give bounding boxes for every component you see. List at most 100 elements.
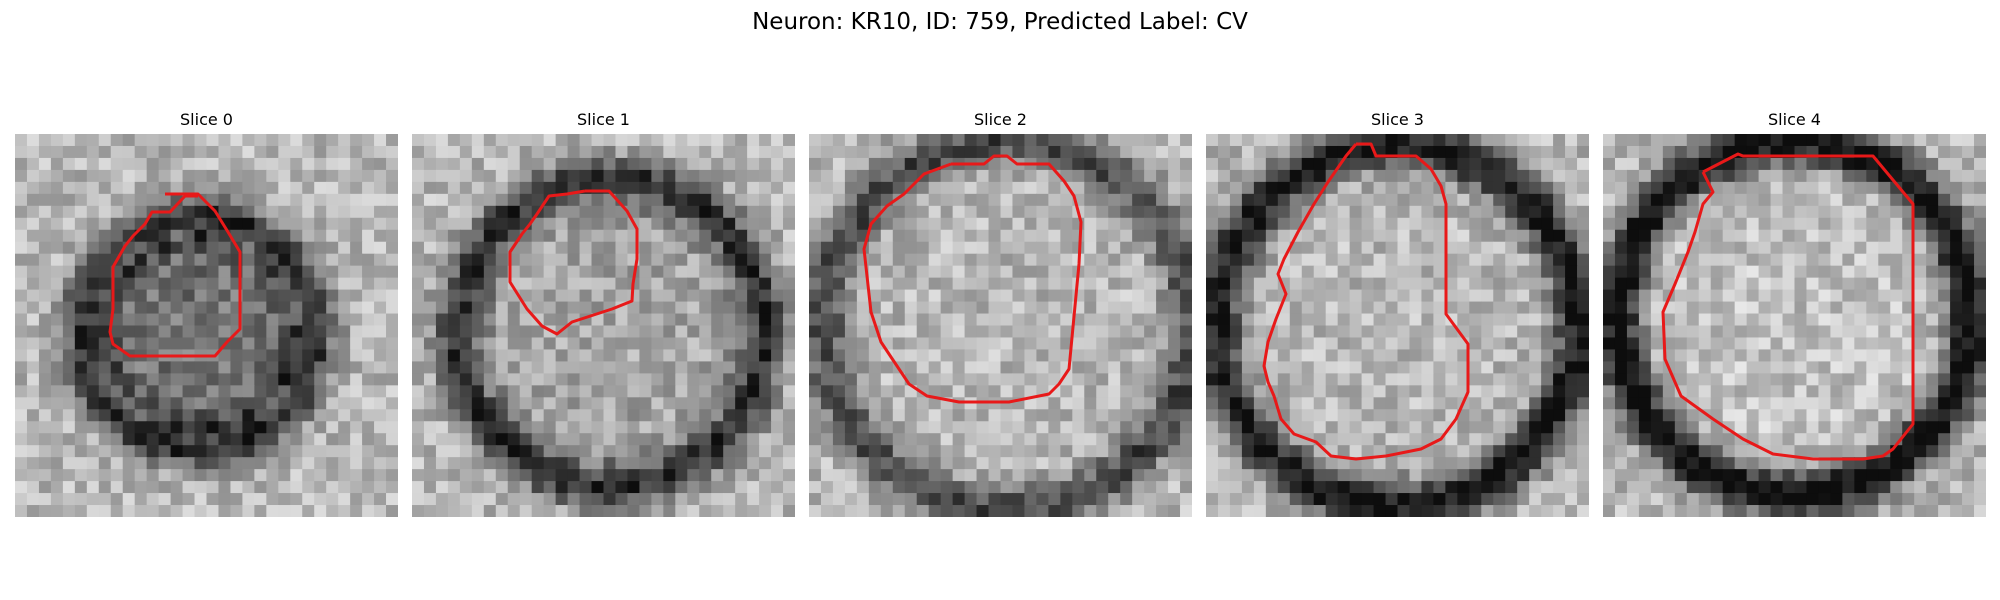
pixel bbox=[988, 301, 1002, 315]
pixel bbox=[194, 457, 208, 470]
pixel bbox=[350, 493, 363, 506]
pixel bbox=[1938, 277, 1951, 291]
pixel bbox=[1722, 181, 1736, 195]
pixel bbox=[1614, 277, 1628, 291]
pixel bbox=[1603, 409, 1616, 422]
pixel bbox=[1385, 265, 1399, 279]
pixel bbox=[531, 193, 545, 207]
pixel bbox=[856, 169, 870, 183]
pixel bbox=[1770, 217, 1784, 231]
pixel bbox=[579, 253, 593, 267]
pixel bbox=[302, 277, 315, 291]
pixel bbox=[1481, 289, 1494, 303]
pixel bbox=[1206, 457, 1219, 470]
pixel bbox=[1024, 493, 1038, 506]
pixel bbox=[1036, 277, 1049, 291]
pixel bbox=[1180, 457, 1192, 470]
pixel bbox=[1565, 313, 1578, 327]
pixel bbox=[687, 134, 700, 147]
pixel bbox=[663, 145, 676, 159]
pixel bbox=[1565, 134, 1578, 147]
pixel bbox=[362, 229, 375, 243]
pixel bbox=[809, 397, 822, 410]
pixel bbox=[952, 397, 966, 410]
pixel bbox=[1818, 445, 1832, 458]
pixel bbox=[230, 361, 244, 374]
pixel bbox=[122, 481, 136, 494]
pixel bbox=[1385, 433, 1399, 446]
pixel bbox=[711, 145, 724, 159]
pixel bbox=[50, 373, 64, 386]
pixel bbox=[1229, 289, 1243, 303]
pixel bbox=[86, 253, 100, 267]
pixel bbox=[122, 445, 136, 458]
pixel bbox=[771, 481, 784, 494]
pixel bbox=[1361, 409, 1375, 422]
pixel bbox=[98, 409, 112, 422]
pixel bbox=[278, 205, 291, 219]
pixel bbox=[1048, 373, 1061, 386]
pixel bbox=[1603, 445, 1616, 458]
pixel bbox=[1265, 277, 1279, 291]
pixel bbox=[423, 193, 437, 207]
pixel bbox=[194, 385, 208, 398]
pixel bbox=[38, 397, 52, 410]
pixel bbox=[1818, 361, 1832, 374]
pixel bbox=[1926, 301, 1939, 315]
pixel bbox=[1806, 373, 1820, 386]
pixel bbox=[1217, 421, 1231, 434]
pixel bbox=[964, 265, 978, 279]
pixel bbox=[242, 445, 255, 458]
pixel bbox=[844, 265, 858, 279]
pixel bbox=[1830, 409, 1843, 422]
pixel bbox=[1962, 325, 1975, 339]
pixel bbox=[1132, 301, 1145, 315]
pixel bbox=[1914, 301, 1927, 315]
pixel bbox=[290, 265, 303, 279]
pixel bbox=[1313, 289, 1327, 303]
pixel bbox=[663, 409, 676, 422]
pixel bbox=[880, 349, 894, 363]
pixel bbox=[723, 361, 736, 374]
pixel bbox=[423, 337, 437, 351]
pixel bbox=[892, 493, 906, 506]
pixel bbox=[1144, 229, 1157, 243]
pixel bbox=[1084, 445, 1097, 458]
pixel bbox=[1096, 433, 1109, 446]
pixel bbox=[1565, 445, 1578, 458]
pixel bbox=[663, 193, 676, 207]
pixel bbox=[1626, 433, 1640, 446]
pixel bbox=[1950, 277, 1963, 291]
pixel bbox=[940, 217, 954, 231]
pixel bbox=[1650, 397, 1664, 410]
pixel bbox=[50, 421, 64, 434]
pixel bbox=[771, 457, 784, 470]
pixel bbox=[206, 265, 220, 279]
pixel bbox=[1132, 277, 1145, 291]
pixel bbox=[627, 181, 641, 195]
pixel bbox=[1072, 469, 1085, 482]
pixel bbox=[747, 253, 760, 267]
pixel bbox=[1698, 397, 1712, 410]
pixel bbox=[110, 445, 124, 458]
pixel bbox=[1938, 445, 1951, 458]
pixel bbox=[338, 337, 351, 351]
pixel bbox=[735, 301, 748, 315]
pixel bbox=[988, 421, 1002, 434]
pixel bbox=[1421, 385, 1435, 398]
pixel bbox=[50, 493, 64, 506]
pixel bbox=[218, 301, 232, 315]
pixel bbox=[519, 181, 533, 195]
pixel bbox=[1012, 205, 1026, 219]
pixel bbox=[1866, 217, 1879, 231]
pixel bbox=[952, 205, 966, 219]
pixel bbox=[1168, 157, 1181, 171]
pixel bbox=[1206, 253, 1219, 267]
pixel bbox=[1674, 445, 1688, 458]
pixel bbox=[1373, 193, 1387, 207]
pixel bbox=[1854, 241, 1867, 255]
pixel bbox=[1325, 325, 1339, 339]
pixel bbox=[1132, 349, 1145, 363]
pixel bbox=[1421, 229, 1435, 243]
pixel bbox=[15, 134, 28, 147]
